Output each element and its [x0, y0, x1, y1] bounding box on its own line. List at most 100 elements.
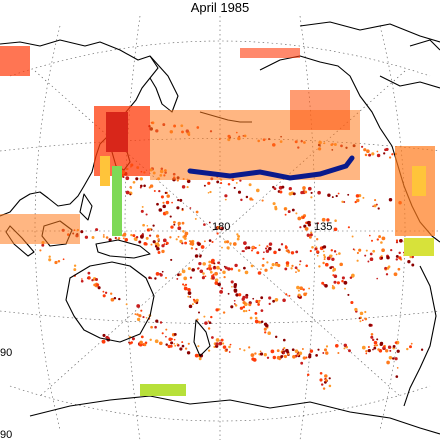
observation-marker — [307, 223, 312, 227]
observation-marker — [338, 252, 341, 255]
observation-marker — [317, 348, 320, 351]
cluster-alaska-gulf — [290, 90, 350, 130]
observation-marker — [208, 264, 212, 268]
observation-marker — [161, 249, 165, 254]
observation-marker — [175, 238, 178, 241]
observation-marker — [284, 213, 287, 216]
observation-marker — [365, 352, 368, 355]
observation-marker — [384, 148, 387, 152]
observation-marker — [285, 263, 290, 268]
observation-marker — [239, 306, 244, 310]
observation-marker — [230, 280, 234, 284]
observation-marker — [250, 264, 254, 268]
observation-marker — [235, 181, 238, 184]
observation-marker — [306, 233, 310, 237]
coastline-australia — [65, 261, 155, 343]
observation-marker — [260, 309, 264, 312]
observation-marker — [339, 262, 343, 267]
observation-marker — [156, 243, 160, 247]
observation-marker — [410, 342, 413, 345]
observation-marker — [238, 293, 242, 297]
observation-marker — [395, 375, 399, 378]
observation-marker — [349, 276, 353, 280]
observation-marker — [348, 349, 351, 353]
observation-marker — [155, 319, 159, 323]
observation-marker — [251, 249, 253, 252]
observation-marker — [222, 345, 227, 349]
observation-marker — [366, 149, 370, 154]
observation-marker — [341, 276, 345, 280]
observation-marker — [388, 356, 393, 360]
observation-marker — [332, 274, 335, 277]
observation-marker — [164, 191, 167, 194]
observation-marker — [262, 257, 265, 260]
observation-marker — [290, 251, 295, 255]
observation-marker — [284, 267, 288, 271]
observation-marker — [181, 208, 184, 210]
observation-marker — [171, 201, 173, 204]
cluster-ne-asia — [0, 46, 30, 76]
observation-marker — [287, 353, 290, 356]
coastline-philippines — [79, 193, 93, 221]
observation-marker — [292, 354, 296, 359]
observation-marker — [80, 279, 84, 283]
observation-marker — [258, 320, 261, 324]
observation-marker — [136, 313, 139, 316]
observation-marker — [158, 208, 163, 212]
observation-marker — [195, 210, 199, 214]
observation-marker — [377, 348, 380, 351]
observation-marker — [323, 348, 328, 352]
observation-marker — [213, 345, 216, 349]
observation-marker — [309, 233, 313, 237]
observation-marker — [177, 221, 181, 226]
observation-marker — [97, 286, 101, 290]
observation-marker — [224, 194, 228, 198]
observation-marker — [310, 191, 313, 194]
observation-marker — [358, 317, 361, 320]
observation-marker — [356, 198, 360, 203]
observation-marker — [354, 200, 357, 204]
observation-marker — [316, 222, 320, 225]
observation-marker — [114, 236, 117, 240]
observation-marker — [391, 153, 394, 156]
coastline-south-america — [403, 265, 437, 407]
observation-marker — [181, 341, 184, 344]
observation-marker — [333, 250, 337, 253]
observation-marker — [333, 274, 338, 279]
observation-marker — [261, 263, 265, 267]
observation-marker — [91, 236, 95, 239]
observation-marker — [370, 333, 374, 336]
observation-marker — [247, 246, 251, 250]
observation-marker — [237, 234, 241, 238]
observation-marker — [268, 242, 273, 246]
observation-marker — [268, 302, 271, 306]
observation-marker — [224, 198, 227, 201]
observation-marker — [325, 351, 329, 355]
observation-marker — [80, 230, 84, 234]
observation-marker — [214, 281, 219, 285]
observation-marker — [380, 241, 383, 244]
observation-marker — [373, 340, 378, 345]
observation-marker — [125, 303, 128, 306]
observation-marker — [138, 314, 142, 318]
observation-marker — [233, 288, 238, 293]
observation-marker — [272, 185, 275, 189]
observation-marker — [215, 308, 219, 312]
observation-marker — [316, 250, 320, 254]
observation-marker — [240, 198, 243, 202]
observation-marker — [202, 262, 206, 266]
observation-marker — [319, 371, 323, 375]
cluster-green-column — [112, 166, 122, 236]
observation-marker — [184, 347, 188, 350]
observation-marker — [189, 240, 194, 245]
observation-marker — [134, 313, 137, 316]
cluster-west-coast-yellow — [412, 166, 426, 196]
observation-marker — [222, 311, 226, 314]
observation-marker — [304, 227, 309, 231]
observation-marker — [184, 283, 188, 286]
observation-marker — [355, 194, 360, 198]
observation-marker — [217, 225, 221, 230]
observation-marker — [365, 249, 368, 252]
observation-marker — [257, 271, 262, 275]
observation-marker — [239, 179, 242, 182]
